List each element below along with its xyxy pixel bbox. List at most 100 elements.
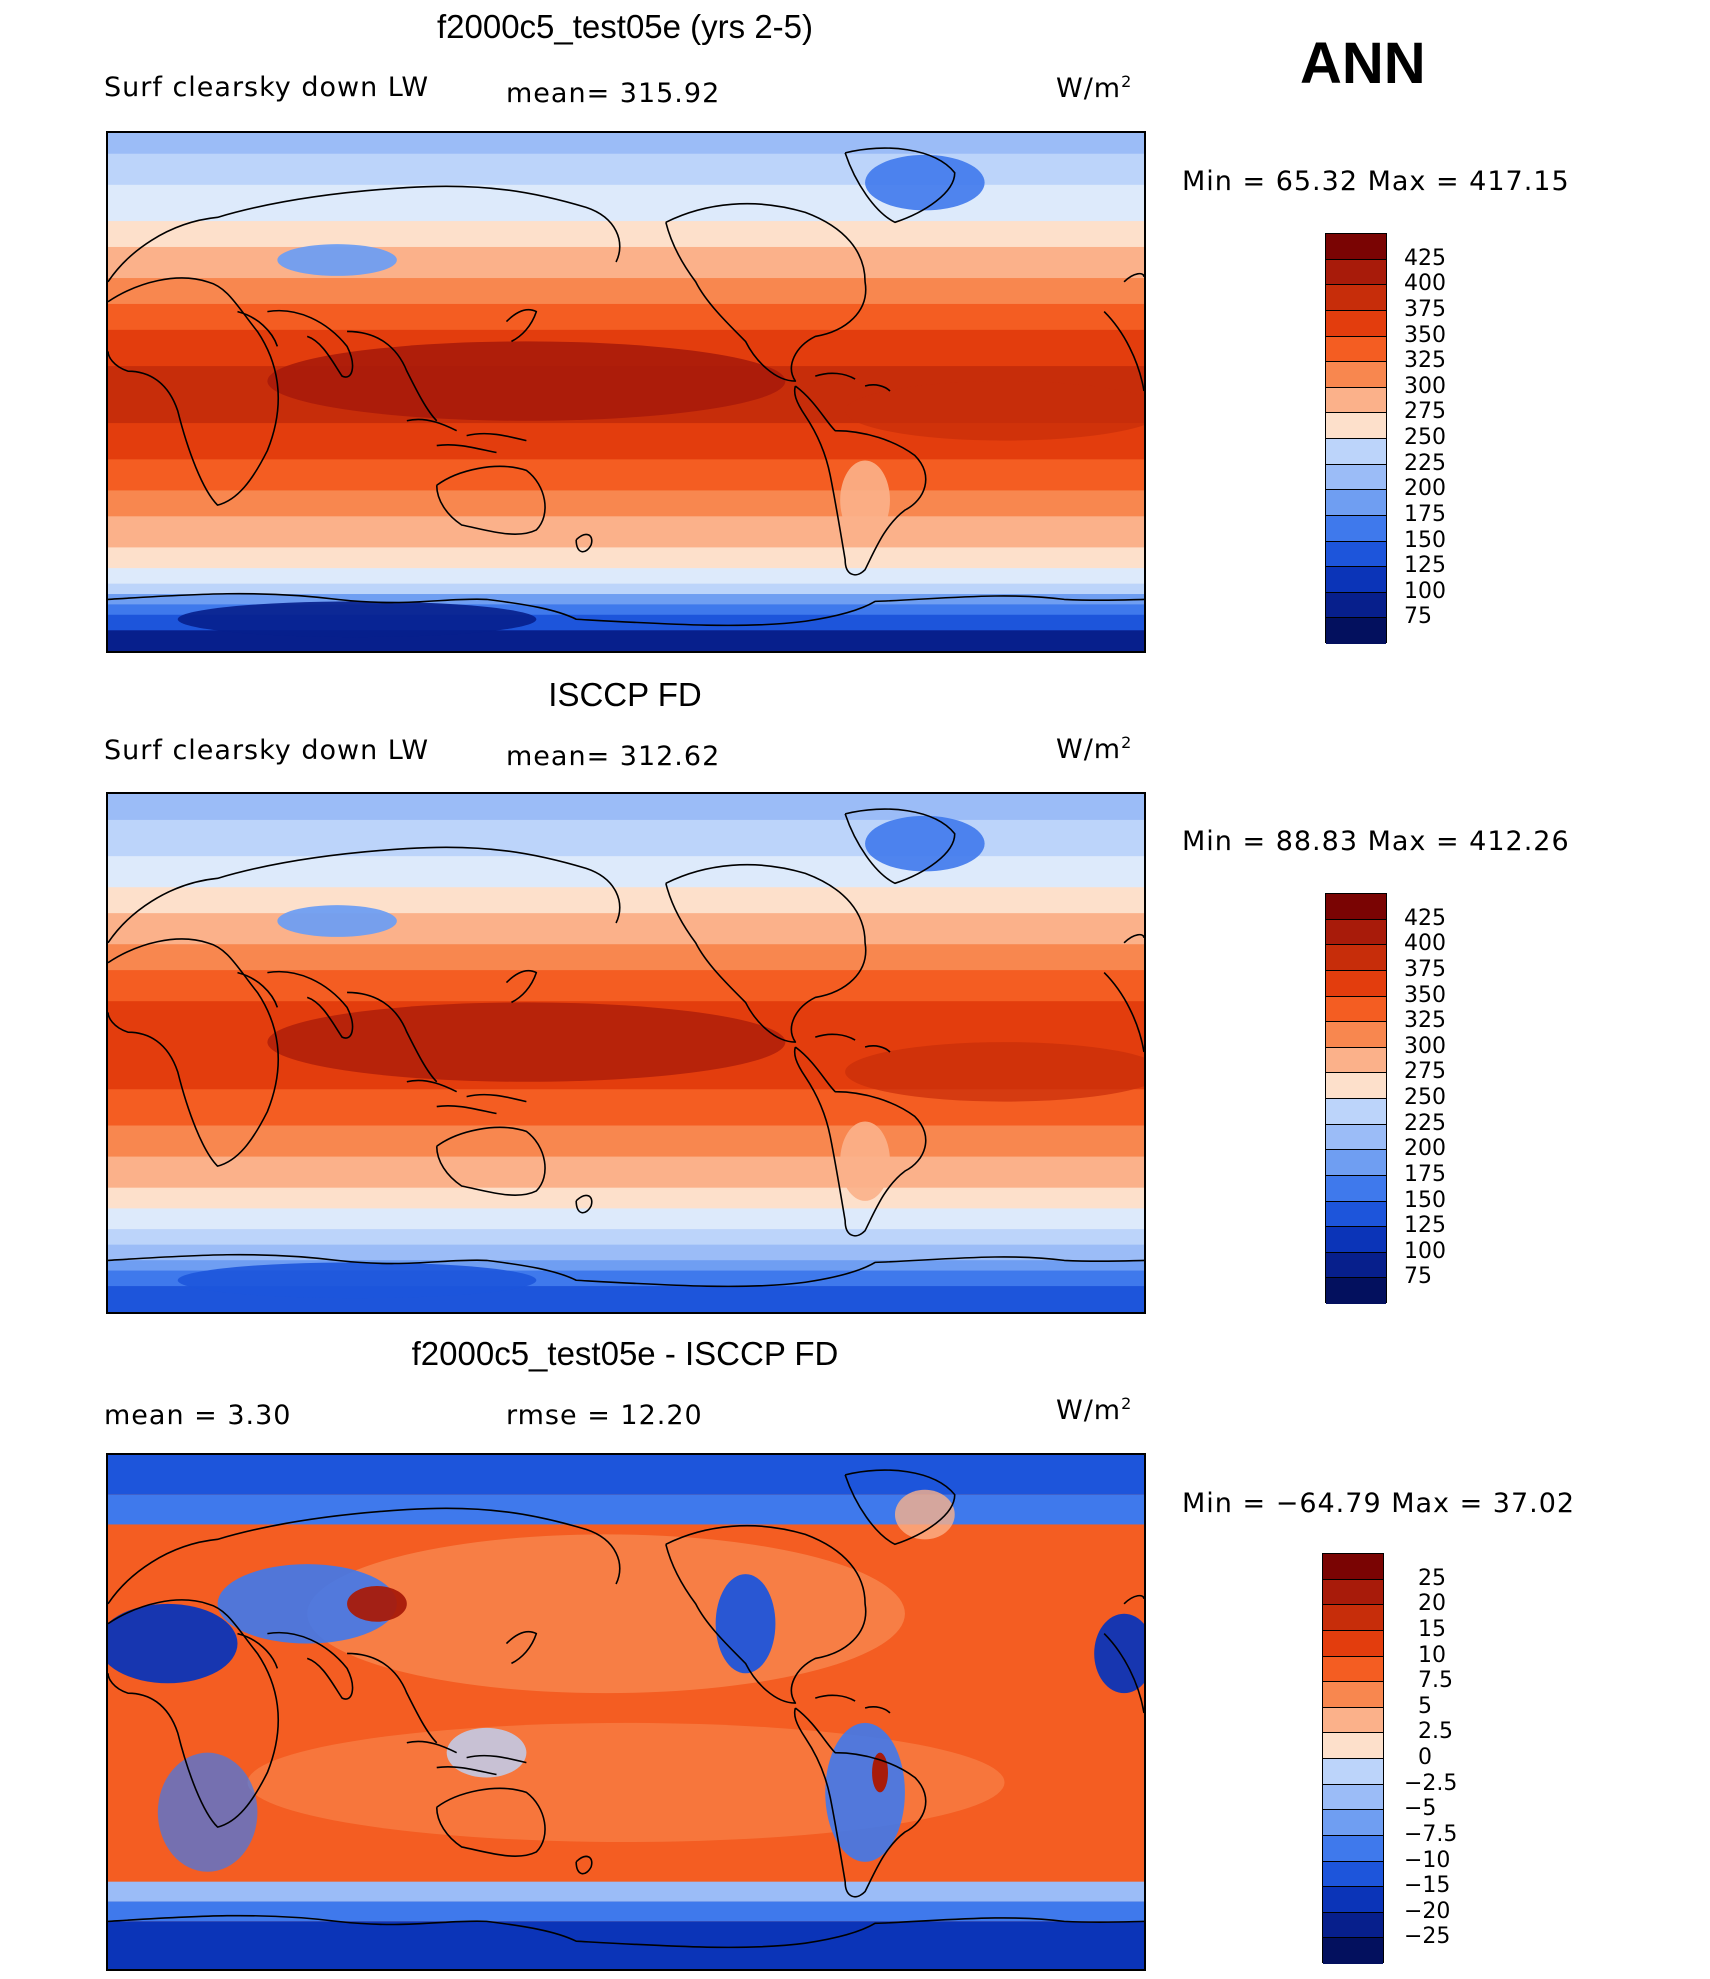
colorbar-swatch bbox=[1323, 1605, 1383, 1631]
latitude-band bbox=[108, 1156, 1144, 1189]
coastline bbox=[267, 309, 438, 422]
latitude-band bbox=[108, 1244, 1144, 1262]
colorbar-swatch bbox=[1323, 1938, 1383, 1964]
colorbar-swatch bbox=[1326, 541, 1386, 568]
diff-feature bbox=[715, 1574, 776, 1674]
panel2-units: W/m2 bbox=[1056, 733, 1132, 765]
colorbar-swatch bbox=[1326, 464, 1386, 491]
antarctic-cold bbox=[177, 1262, 537, 1299]
colorbar-tick-label: −7.5 bbox=[1404, 1821, 1458, 1847]
latitude-band bbox=[108, 516, 1144, 549]
latitude-band bbox=[108, 246, 1144, 280]
colorbar-tick-label: 5 bbox=[1418, 1693, 1432, 1719]
panel1-map-svg bbox=[108, 133, 1144, 651]
coastline bbox=[108, 938, 279, 1167]
coastline bbox=[406, 1079, 527, 1115]
colorbar-swatch bbox=[1323, 1759, 1383, 1785]
coastline bbox=[435, 1787, 546, 1857]
colorbar-tick-label: 325 bbox=[1404, 1008, 1446, 1034]
colorbar-tick-label: 375 bbox=[1404, 956, 1446, 982]
colorbar-tick-label: 275 bbox=[1404, 399, 1446, 425]
panel3-units: W/m2 bbox=[1056, 1394, 1132, 1426]
coastline bbox=[505, 969, 538, 1004]
panel3-map bbox=[106, 1453, 1146, 1971]
latitude-band bbox=[108, 459, 1144, 492]
latitude-band bbox=[108, 490, 1144, 518]
latitude-band bbox=[108, 1187, 1144, 1210]
coastline bbox=[844, 808, 956, 885]
coastline bbox=[815, 372, 891, 392]
colorbar-tick-label: 250 bbox=[1404, 425, 1446, 450]
warm-pool bbox=[267, 341, 786, 421]
colorbar-swatch bbox=[1326, 285, 1386, 311]
colorbar-tick-label: −10 bbox=[1404, 1847, 1451, 1873]
latitude-band bbox=[108, 794, 1144, 821]
colorbar-tick-label: 275 bbox=[1404, 1059, 1446, 1085]
latitude-band bbox=[108, 594, 1144, 606]
colorbar-swatch bbox=[1326, 618, 1386, 644]
colorbar-swatch bbox=[1326, 1124, 1386, 1151]
panel2-colorbar-labels: 425 400 375 350 325 300 275 250 225 200 175 150 125 1… bbox=[1404, 893, 1484, 1303]
panel2-title: ISCCP FD bbox=[548, 676, 702, 713]
colorbar-swatch bbox=[1326, 1073, 1386, 1099]
colorbar-tick-label: 300 bbox=[1404, 1033, 1446, 1059]
coastline bbox=[108, 592, 1144, 627]
diff-feature bbox=[894, 1489, 955, 1540]
coastline bbox=[406, 418, 527, 454]
coastline bbox=[844, 1469, 956, 1546]
diff-feature bbox=[825, 1722, 905, 1862]
coastline bbox=[575, 1855, 593, 1875]
panel3-mean-label: mean = 3.30 bbox=[104, 1400, 292, 1431]
colorbar-swatch bbox=[1323, 1784, 1383, 1811]
colorbar-tick-label: 7.5 bbox=[1418, 1668, 1453, 1694]
latitude-band bbox=[108, 568, 1144, 585]
colorbar-swatch bbox=[1326, 1227, 1386, 1253]
colorbar-tick-label: 100 bbox=[1404, 1238, 1446, 1264]
colorbar-swatch bbox=[1323, 1630, 1383, 1657]
colorbar-tick-label: 25 bbox=[1418, 1565, 1446, 1591]
colorbar-swatch bbox=[1326, 1150, 1386, 1176]
diff-feature bbox=[108, 1603, 238, 1684]
panel2-map bbox=[106, 792, 1146, 1314]
atlantic-warm bbox=[845, 381, 1144, 441]
coastline bbox=[237, 971, 279, 1008]
colorbar-swatch bbox=[1326, 336, 1386, 363]
colorbar-swatch bbox=[1326, 387, 1386, 414]
colorbar-swatch bbox=[1326, 567, 1386, 593]
panel2-colorbar bbox=[1325, 893, 1387, 1304]
colorbar-tick-label: −15 bbox=[1404, 1873, 1451, 1899]
colorbar-tick-label: −2.5 bbox=[1404, 1770, 1458, 1796]
coastline bbox=[108, 1507, 621, 1605]
units-exponent: 2 bbox=[1121, 1394, 1133, 1413]
latitude-band bbox=[108, 1260, 1144, 1272]
coastline bbox=[237, 310, 279, 347]
panel3-minmax: Min = −64.79 Max = 37.02 bbox=[1182, 1488, 1576, 1519]
colorbar-tick-label: 0 bbox=[1418, 1745, 1432, 1770]
antarctic-band bbox=[108, 1921, 1144, 1969]
southern-band bbox=[108, 1901, 1144, 1922]
andes-feature bbox=[840, 1121, 890, 1201]
coastline bbox=[108, 277, 279, 506]
panel1-map bbox=[106, 131, 1146, 653]
arctic-band bbox=[108, 1494, 1144, 1525]
panel2-minmax: Min = 88.83 Max = 412.26 bbox=[1182, 826, 1570, 857]
units-exponent: 2 bbox=[1121, 72, 1133, 91]
coastline bbox=[108, 1914, 1144, 1949]
panel1-colorbar-labels: 425 400 375 350 325 300 275 250 225 200 175 150 125 1… bbox=[1404, 233, 1484, 643]
coastline bbox=[505, 308, 538, 343]
colorbar-swatch bbox=[1323, 1656, 1383, 1683]
colorbar-swatch bbox=[1323, 1707, 1383, 1734]
colorbar-swatch bbox=[1323, 1887, 1383, 1913]
coastline bbox=[1103, 272, 1144, 392]
coastline bbox=[108, 846, 621, 944]
panel3-colorbar-labels: 25 20 15 10 7.5 5 2.5 0 −2.5 −5 −7.5 −10 −15 −20 −25 bbox=[1404, 1553, 1494, 1963]
coastline bbox=[793, 1707, 927, 1898]
coastline bbox=[1103, 1594, 1144, 1714]
latitude-band bbox=[108, 819, 1144, 858]
diff-feature bbox=[347, 1585, 407, 1622]
colorbar-swatch bbox=[1326, 919, 1386, 946]
colorbar-tick-label: 125 bbox=[1404, 553, 1446, 579]
colorbar-tick-label: 150 bbox=[1404, 527, 1446, 553]
panel2-map-svg bbox=[108, 794, 1144, 1312]
southern-band bbox=[108, 1881, 1144, 1902]
